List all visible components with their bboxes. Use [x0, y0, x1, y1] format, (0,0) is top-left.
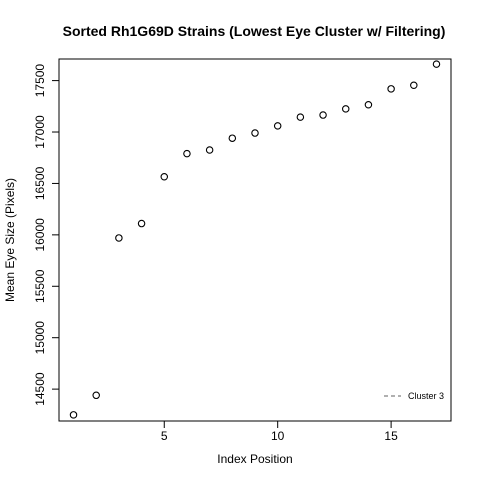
data-point [387, 85, 395, 93]
data-point [228, 134, 237, 142]
data-point [92, 391, 100, 400]
data-point [364, 101, 373, 109]
data-point [251, 129, 259, 137]
chart-title: Sorted Rh1G69D Strains (Lowest Eye Clust… [63, 23, 446, 39]
x-tick-label: 15 [384, 429, 398, 443]
y-tick-label: 15500 [33, 269, 47, 303]
legend: Cluster 3 [384, 391, 444, 401]
data-points [69, 60, 441, 419]
data-point [341, 105, 350, 113]
legend-label: Cluster 3 [408, 391, 444, 401]
y-axis-label: Mean Eye Size (Pixels) [3, 178, 17, 302]
plot-frame [58, 58, 452, 422]
y-tick-label: 17500 [33, 64, 47, 98]
data-point [69, 411, 78, 419]
x-axis: 5 10 15 [161, 420, 398, 443]
data-point [296, 113, 305, 121]
data-point [205, 146, 214, 154]
y-tick-label: 17000 [33, 115, 47, 149]
y-tick-label: 14500 [33, 372, 47, 406]
data-point [410, 81, 418, 89]
x-tick-label: 10 [271, 429, 285, 443]
y-tick-label: 16000 [33, 218, 47, 252]
data-point [432, 60, 441, 68]
data-point [137, 219, 146, 228]
x-tick-label: 5 [161, 429, 168, 443]
data-point [183, 149, 191, 158]
y-axis: 14500 15000 15500 16000 16500 17000 17500 [33, 64, 60, 406]
data-point [160, 173, 169, 181]
data-point [273, 122, 282, 130]
y-tick-label: 15000 [33, 321, 47, 355]
x-axis-label: Index Position [217, 452, 292, 466]
data-point [319, 111, 327, 119]
y-tick-label: 16500 [33, 166, 47, 200]
data-point [115, 234, 123, 242]
